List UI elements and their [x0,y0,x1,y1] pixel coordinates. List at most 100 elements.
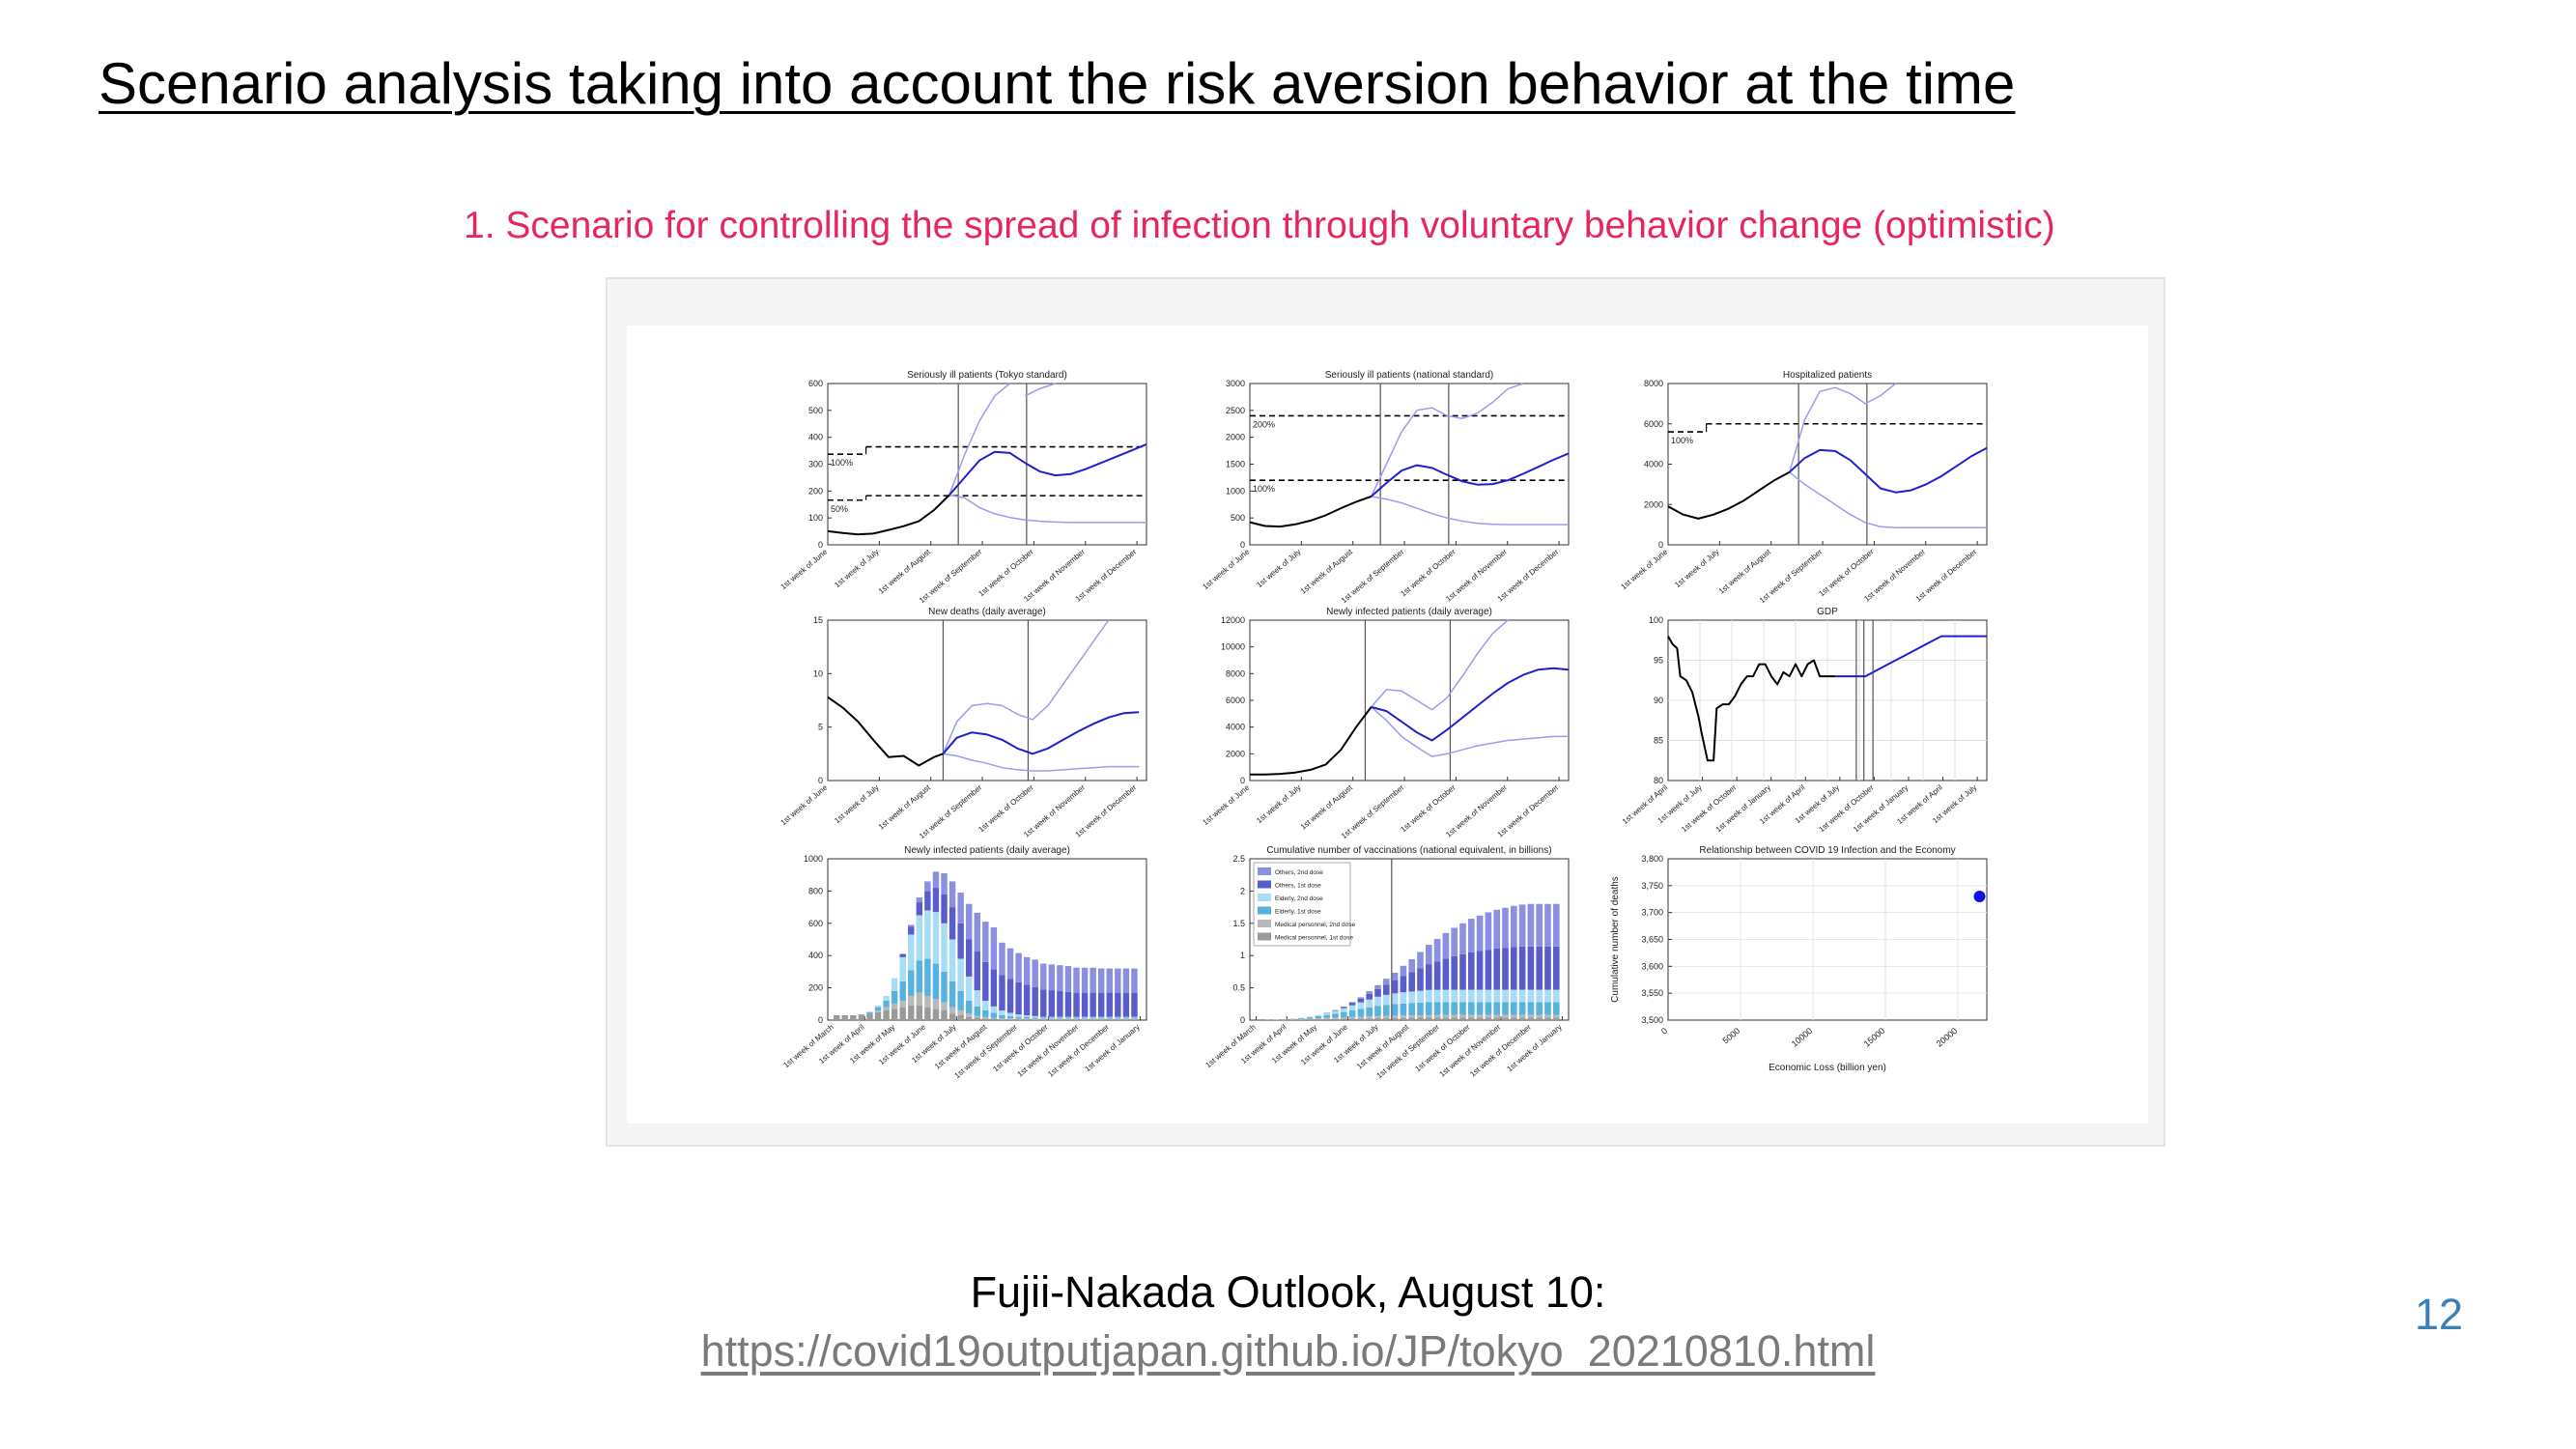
bar-segment [916,915,923,961]
bar-segment [1544,989,1551,1003]
bar-segment [1502,1002,1509,1015]
bar-segment [1357,1002,1365,1009]
chart-title: Seriously ill patients (national standar… [1325,370,1494,381]
bar-segment [1536,903,1543,947]
bar-segment [974,912,980,952]
bar-segment [1357,997,1365,999]
bar-segment [1032,1015,1038,1018]
lower-band-line [1789,471,1987,529]
x-tick-label: 1st week of August [1717,547,1773,596]
bar-segment [1518,946,1526,990]
bar-segment [965,939,973,977]
y-tick-label: 0 [1658,540,1663,550]
x-axis-label: Economic Loss (billion yen) [1769,1063,1886,1073]
y-tick-label: 600 [808,379,823,388]
bar-segment [1476,1017,1484,1020]
y-tick-label: 4000 [1644,460,1663,469]
bar-segment [1106,1017,1113,1019]
bar-segment [982,961,989,1001]
central-line [942,711,1140,755]
central-line [1371,452,1570,497]
bar-segment [1502,948,1509,990]
capacity-label: 100% [831,458,853,468]
bar-segment [1064,1018,1072,1020]
bar-segment [1433,938,1441,962]
source-link[interactable]: https://covid19outputjapan.github.io/JP/… [700,1326,1876,1376]
bar-segment [1417,1017,1424,1020]
bar-segment [1023,1019,1031,1020]
y-tick-label: 500 [808,406,823,415]
bar-segment [941,1002,948,1010]
bar-segment [1451,955,1458,990]
scatter-chart: Relationship between COVID 19 Infection … [1610,845,1988,1073]
bar-segment [1511,1002,1517,1015]
bar-segment [1081,1018,1089,1020]
bar-segment [1097,992,1105,1017]
bar-segment [1417,990,1424,1003]
bar-segment [1459,1017,1466,1020]
bar-segment [1281,1019,1288,1020]
bar-segment [990,926,998,970]
bar-segment [883,1000,890,1008]
bar-segment [1090,1018,1096,1020]
bar-segment [1383,984,1390,995]
line-chart: Seriously ill patients (Tokyo standard) 0… [779,370,1147,605]
bar-segment [1408,1017,1415,1020]
bar-segment [1015,952,1022,982]
bar-segment [874,1005,882,1008]
y-tick-label: 3,600 [1641,961,1663,971]
y-tick-label: 0 [1240,776,1245,785]
bar-segment [948,881,956,908]
bar-segment [1426,989,1432,1003]
bar-segment [1459,1002,1466,1015]
bar-segment [916,902,923,916]
bar-segment [899,956,906,981]
bar-segment [1332,1009,1339,1011]
x-tick-label: 5000 [1721,1026,1742,1046]
y-tick-label: 10000 [1221,642,1245,652]
line-chart: Hospitalized patients 0 2000 4000 6000 8000 1s… [1620,370,1988,605]
bar-segment [1097,1019,1105,1020]
y-tick-label: 5 [818,723,823,732]
legend-swatch [1258,867,1271,875]
bar-segment [1315,1018,1322,1019]
bar-segment [1115,1016,1121,1018]
bar-segment [883,995,890,1001]
bar-segment [1400,1017,1407,1020]
bar-segment [1536,1017,1543,1020]
bar-segment [1459,989,1466,1003]
y-tick-label: 4000 [1226,723,1245,732]
bar-segment [1332,1010,1339,1014]
history-line [827,696,944,767]
bar-segment [908,924,915,927]
x-tick-label: 20000 [1935,1026,1960,1049]
x-tick-label: 1st week of October [1399,547,1458,598]
chart-title: GDP [1817,607,1838,617]
bar-segment [1544,903,1551,947]
bar-segment [883,1007,890,1010]
y-tick-label: 1000 [804,854,823,864]
y-tick-label: 6000 [1644,419,1663,429]
bar-segment [1306,1018,1314,1020]
upper-band-line [1371,383,1524,497]
bar-segment [948,1007,956,1014]
history-line [1249,495,1373,528]
legend-box [1253,862,1351,947]
bar-segment [932,912,940,964]
bar-segment [999,1009,1005,1015]
x-tick-label: 1st week of July [833,548,880,589]
x-tick-label: 1st week of June [1620,547,1670,591]
bar-segment [924,891,931,911]
bar-segment [1426,945,1432,965]
x-tick-label: 10000 [1790,1026,1815,1049]
bar-segment [1023,1018,1031,1020]
bar-segment [1032,1017,1038,1019]
bar-segment [1374,1015,1381,1018]
bar-segment [1408,1003,1415,1016]
bar-segment [1417,952,1424,969]
bar-segment [1097,968,1105,993]
bar-segment [948,1013,956,1020]
bar-segment [1057,965,1063,991]
bar-segment [1485,912,1492,951]
